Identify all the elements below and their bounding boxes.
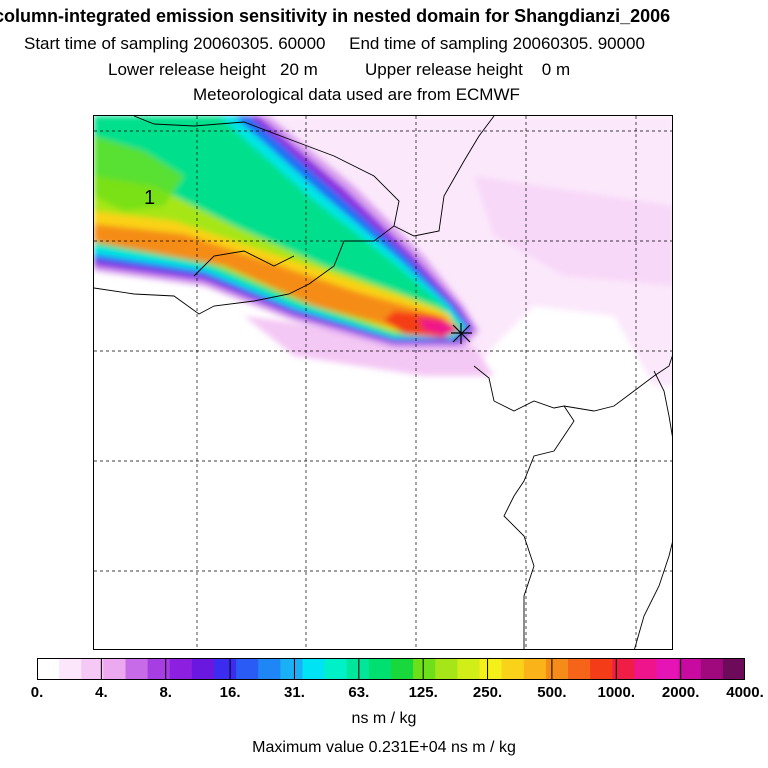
start-time-label: Start time of sampling [24, 34, 189, 53]
colorbar-swatch [634, 658, 658, 680]
end-time-value: 20060305. 90000 [512, 34, 645, 53]
colorbar-swatch [191, 658, 215, 680]
colorbar-swatch [501, 658, 525, 680]
colorbar-swatch [236, 658, 259, 680]
colorbar-swatch [81, 658, 104, 680]
colorbar-swatch [125, 658, 149, 680]
colorbar-swatch [169, 658, 193, 680]
map-panel: 1 [93, 115, 673, 650]
colorbar-swatch [324, 658, 348, 680]
colorbar-tick-label: 250. [472, 684, 503, 701]
colorbar-tick-label: 4. [95, 684, 108, 701]
colorbar-tick-label: 2000. [661, 684, 700, 701]
colorbar-swatch [523, 658, 547, 680]
colorbar-swatch [346, 658, 370, 680]
colorbar-swatch [457, 658, 481, 680]
upper-release-label: Upper release height [365, 60, 523, 79]
start-time-value: 20060305. 60000 [193, 34, 326, 53]
met-data-line: Meteorological data used are from ECMWF [193, 85, 768, 105]
colorbar-swatch [368, 658, 392, 680]
colorbar-tick-label: 500. [537, 684, 567, 701]
colorbar-tick-label: 16. [219, 684, 241, 701]
lat-lon-grid [94, 116, 672, 649]
colorbar-swatch [103, 658, 127, 680]
colorbar-units: ns m / kg [351, 710, 417, 727]
colorbar-swatch [391, 658, 414, 680]
colorbar-swatch [722, 658, 745, 680]
contour-label: 1 [144, 187, 155, 209]
colorbar-swatch [147, 658, 171, 680]
plume [94, 116, 479, 348]
colorbar-ticks: 0. 4. 8. 16. 31. 63. 125. 250. 500. 1000. 2000. 400… [0, 684, 768, 704]
colorbar-swatch [678, 658, 702, 680]
colorbar-swatch [479, 658, 503, 680]
colorbar-border [37, 658, 745, 680]
max-value-value: 0.231E+04 ns m / kg [368, 739, 516, 756]
colorbar [37, 658, 745, 680]
colorbar-swatch [545, 658, 569, 680]
colorbar-swatch [280, 658, 304, 680]
colorbar-swatch [59, 658, 82, 680]
colorbar-swatch [214, 658, 237, 680]
title-text: column-integrated emission sensitivity i… [0, 6, 671, 26]
colorbar-tick-label: 63. [348, 684, 370, 701]
colorbar-tick-label: 0. [30, 684, 44, 701]
colorbar-swatch [612, 658, 635, 680]
colorbar-tick-label: 4000. [726, 684, 764, 701]
upper-release-value: 0 m [541, 60, 571, 79]
coastlines [94, 116, 672, 649]
release-site-marker [451, 323, 472, 344]
release-height-line: Lower release height 20 m Upper release … [108, 60, 768, 80]
end-time-label: End time of sampling [349, 34, 508, 53]
colorbar-tick-label: 8. [159, 684, 172, 701]
colorbar-tick-label: 1000. [597, 684, 636, 701]
met-data-text: Meteorological data used are from ECMWF [193, 85, 520, 104]
max-value-line: Maximum value 0.231E+04 ns m / kg [0, 739, 768, 757]
colorbar-tick-label: 125. [408, 684, 438, 701]
colorbar-swatch [258, 658, 281, 680]
colorbar-swatch [435, 658, 458, 680]
colorbar-swatch [413, 658, 436, 680]
sampling-time-line: Start time of sampling 20060305. 60000 E… [24, 34, 768, 54]
lower-release-label: Lower release height [108, 60, 266, 79]
colorbar-swatch [37, 658, 60, 680]
plot-title: column-integrated emission sensitivity i… [0, 6, 762, 27]
max-value-label: Maximum value [252, 739, 365, 756]
colorbar-swatch [302, 658, 326, 680]
colorbar-swatch [656, 658, 680, 680]
colorbar-swatch [568, 658, 591, 680]
emission-sensitivity-map: 1 [94, 116, 672, 649]
colorbar-swatch [590, 658, 613, 680]
colorbar-swatch [700, 658, 724, 680]
lower-release-value: 20 m [280, 60, 318, 79]
colorbar-tick-label: 31. [284, 684, 305, 701]
